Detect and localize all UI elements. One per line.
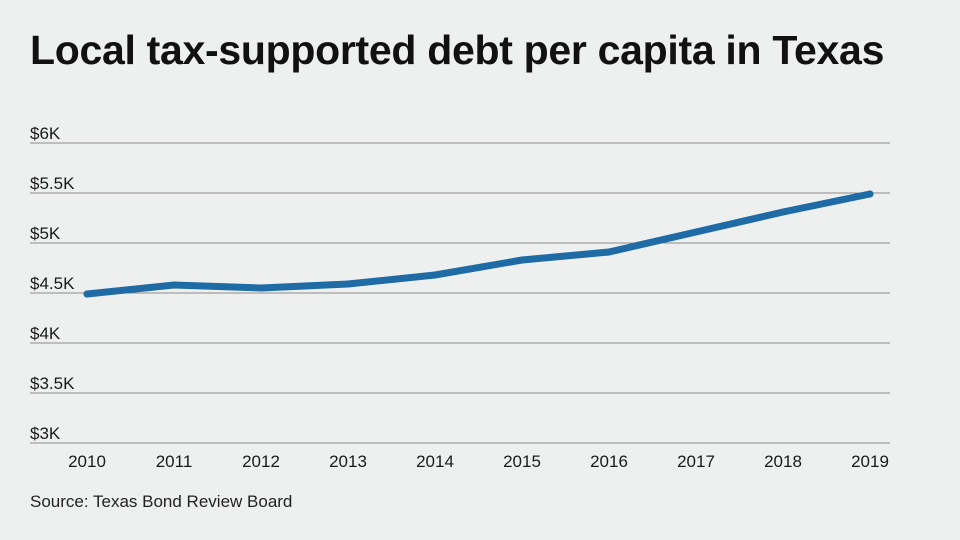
data-point — [692, 228, 700, 236]
source-note: Source: Texas Bond Review Board — [30, 492, 293, 511]
x-tick-label: 2017 — [677, 452, 715, 471]
data-point — [344, 280, 352, 288]
y-tick-label: $4.5K — [30, 274, 75, 293]
data-point — [866, 190, 874, 198]
y-tick-label: $3K — [30, 424, 61, 443]
x-tick-label: 2015 — [503, 452, 541, 471]
data-point — [83, 290, 91, 298]
y-tick-label: $3.5K — [30, 374, 75, 393]
data-point — [605, 248, 613, 256]
x-tick-label: 2019 — [851, 452, 889, 471]
y-tick-label: $4K — [30, 324, 61, 343]
x-tick-label: 2016 — [590, 452, 628, 471]
x-tick-label: 2013 — [329, 452, 367, 471]
data-point — [170, 281, 178, 289]
x-tick-label: 2014 — [416, 452, 454, 471]
data-point — [779, 208, 787, 216]
x-tick-label: 2018 — [764, 452, 802, 471]
x-tick-label: 2011 — [156, 452, 193, 471]
data-point — [257, 284, 265, 292]
y-tick-label: $6K — [30, 124, 61, 143]
y-tick-label: $5.5K — [30, 174, 75, 193]
data-series — [83, 190, 874, 298]
y-tick-label: $5K — [30, 224, 61, 243]
chart-title: Local tax-supported debt per capita in T… — [30, 27, 885, 73]
series-line — [83, 190, 874, 298]
gridlines — [30, 142, 890, 444]
x-tick-label: 2010 — [68, 452, 106, 471]
x-tick-label: 2012 — [242, 452, 280, 471]
x-axis-tick-labels: 2010 2011 2012 2013 2014 2015 2016 2017 2018 2019 — [68, 452, 889, 471]
data-point — [431, 271, 439, 279]
data-point — [518, 256, 526, 264]
y-axis-tick-labels: $6K $5.5K $5K $4.5K $4K $3.5K $3K — [30, 124, 75, 443]
